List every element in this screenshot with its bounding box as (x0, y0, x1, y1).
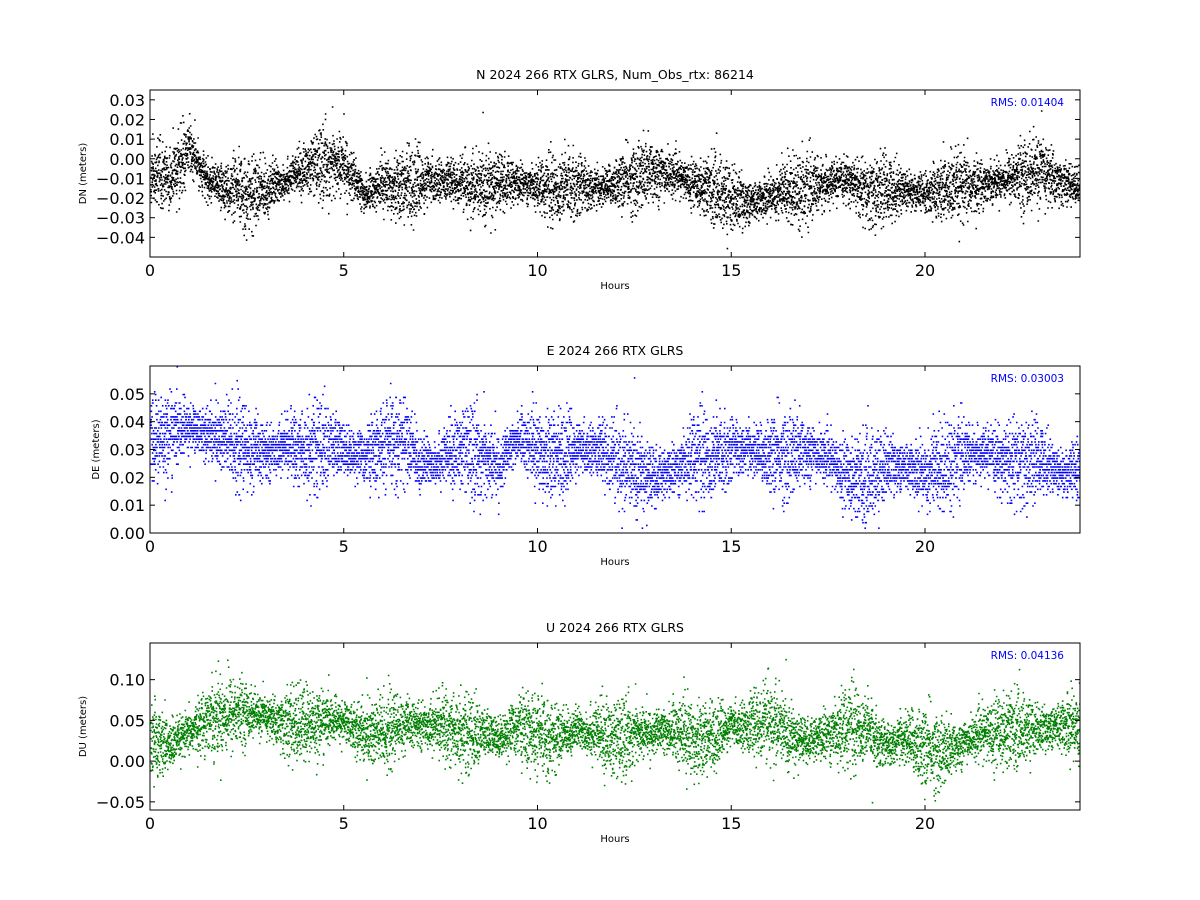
subplot-1: 0 5 10 15 20 0.030.020.010.00−0.01−0.02−0.03−… (78, 67, 1081, 292)
subplot-3: 0 5 10 15 20 0.10 0.05 0.00 −0.05 U 2024 266 RTX … (78, 620, 1081, 845)
subplot-2: 0 5 10 15 20 0.05 0.04 0.03 0.02 0.01 0.00 E 2024 2… (91, 343, 1081, 568)
axes-frame-1 (149, 89, 1081, 258)
x-tick-label: 15 (721, 814, 741, 833)
y-tick-label: −0.01 (96, 169, 145, 188)
x-tick-label: 20 (915, 537, 935, 556)
x-axis-label: Hours (600, 281, 629, 292)
subplot-title: U 2024 266 RTX GLRS (546, 620, 684, 635)
y-tick-label: 0.01 (109, 130, 145, 149)
series-3-points (150, 658, 1080, 804)
rms-annotation: RMS: 0.03003 (991, 373, 1064, 385)
x-tick-label: 0 (145, 814, 155, 833)
x-tick-label: 15 (721, 261, 741, 280)
series-1-marks (150, 106, 1080, 250)
subplot-title: N 2024 266 RTX GLRS, Num_Obs_rtx: 86214 (476, 67, 754, 82)
series-2-points (150, 366, 1080, 529)
y-tick-label: 0.03 (109, 91, 145, 110)
x-tick-label: 20 (915, 261, 935, 280)
y-tick-label: 0.05 (109, 385, 145, 404)
y-tick-label: −0.02 (96, 189, 145, 208)
y-tick-label: 0.02 (109, 468, 145, 487)
y-tick-label: 0.03 (109, 441, 145, 460)
y-tick-label: 0.10 (109, 671, 145, 690)
x-tick-label: 5 (339, 537, 349, 556)
x-tick-label: 20 (915, 814, 935, 833)
x-axis-label: Hours (600, 557, 629, 568)
subplot-title: E 2024 266 RTX GLRS (547, 343, 684, 358)
x-tick-label: 5 (339, 814, 349, 833)
x-tick-label: 0 (145, 261, 155, 280)
x-tick-label: 10 (527, 261, 547, 280)
y-tick-label: 0.02 (109, 110, 145, 129)
rms-annotation: RMS: 0.04136 (991, 650, 1065, 662)
y-tick-label: −0.03 (96, 209, 145, 228)
y-tick-label: −0.05 (96, 793, 145, 812)
y-tick-label: 0.05 (109, 711, 145, 730)
rms-annotation: RMS: 0.01404 (991, 97, 1065, 109)
series-3-marks (150, 658, 1080, 804)
x-tick-label: 5 (339, 261, 349, 280)
y-axis-label: DN (meters) (78, 143, 89, 205)
y-tick-label: 0.00 (109, 752, 145, 771)
y-tick-label: 0.04 (109, 413, 145, 432)
series-1-points (150, 106, 1080, 250)
x-axis-label: Hours (600, 834, 629, 845)
y-tick-label: −0.04 (96, 228, 145, 247)
y-tick-label: 0.00 (109, 150, 145, 169)
y-axis-label: DE (meters) (91, 419, 102, 479)
y-tick-label: 0.00 (109, 524, 145, 543)
series-2-marks (150, 366, 1080, 529)
x-tick-label: 10 (527, 814, 547, 833)
x-tick-label: 15 (721, 537, 741, 556)
x-tick-label: 10 (527, 537, 547, 556)
axes-frame-3 (149, 642, 1081, 811)
x-tick-label: 0 (145, 537, 155, 556)
y-axis-label: DU (meters) (78, 696, 89, 757)
y-tick-label: 0.01 (109, 496, 145, 515)
